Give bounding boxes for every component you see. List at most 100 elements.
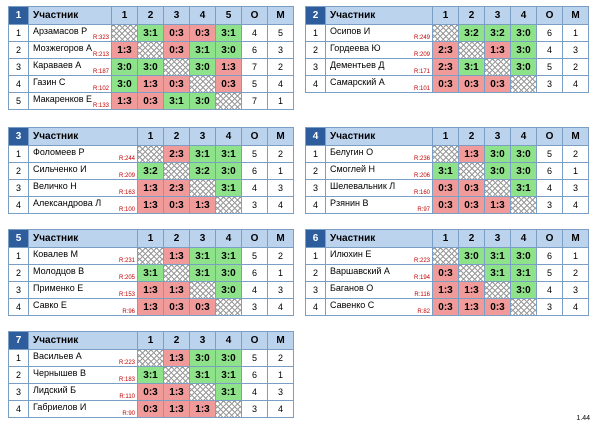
row-number: 2 (8, 162, 29, 180)
self-cell (432, 247, 459, 265)
score-win: 3:0 (215, 264, 242, 282)
points-header: О (241, 127, 268, 146)
player-name[interactable]: Чернышев В (33, 368, 86, 378)
group-header: 3 Участник 1 2 3 4 О М (8, 127, 294, 146)
player-name-cell[interactable]: Молодцов В R:205 (28, 264, 138, 282)
row-number: 2 (305, 264, 326, 282)
table-row: 1 Ковалев М R:231 1:3 3:1 3:1 5 2 (8, 247, 294, 265)
row-number: 4 (305, 196, 326, 214)
player-name[interactable]: Дементьев Д (330, 60, 385, 70)
player-name[interactable]: Шелевальник Л (330, 181, 396, 191)
player-name[interactable]: Осипов И (330, 26, 371, 36)
place: 4 (267, 196, 294, 214)
col-header: 4 (215, 331, 242, 350)
player-name-cell[interactable]: Гордеева Ю R:209 (325, 41, 433, 59)
player-name-cell[interactable]: Савко Е R:96 (28, 298, 138, 316)
col-header: 1 (432, 127, 459, 146)
player-name-cell[interactable]: Лидский Б R:110 (28, 383, 138, 401)
points: 7 (241, 58, 268, 76)
player-name-cell[interactable]: Самарский А R:101 (325, 75, 433, 93)
score-win: 3:1 (189, 145, 216, 163)
table-row: 2 Смоглей Н R:206 3:1 3:0 3:0 6 1 (305, 162, 589, 180)
score-win: 3:0 (215, 162, 242, 180)
player-name-cell[interactable]: Ковалев М R:231 (28, 247, 138, 265)
player-name[interactable]: Фоломеев Р (33, 147, 85, 157)
player-name-cell[interactable]: Габриелов И R:90 (28, 400, 138, 418)
player-name[interactable]: Арзамасов Р (33, 26, 88, 36)
player-name-cell[interactable]: Дементьев Д R:171 (325, 58, 433, 76)
player-name-cell[interactable]: Баганов О R:116 (325, 281, 433, 299)
player-name[interactable]: Макаренков Е (33, 94, 93, 104)
player-name[interactable]: Савенко С (330, 300, 375, 310)
player-name-cell[interactable]: Арзамасов Р R:323 (28, 24, 112, 42)
player-name[interactable]: Мозжегоров А (33, 43, 93, 53)
player-name[interactable]: Ковалев М (33, 249, 78, 259)
place: 2 (562, 264, 589, 282)
player-name-cell[interactable]: Шелевальник Л R:160 (325, 179, 433, 197)
player-name-cell[interactable]: Сильченко И R:209 (28, 162, 138, 180)
place-header: М (562, 229, 589, 248)
self-cell (215, 196, 242, 214)
player-rating: R:153 (118, 292, 135, 298)
score-win: 3:0 (510, 58, 537, 76)
self-cell (484, 179, 511, 197)
player-name[interactable]: Александрова Л (33, 198, 102, 208)
player-name-cell[interactable]: Белугин О R:236 (325, 145, 433, 163)
player-name[interactable]: Васильев А (33, 351, 82, 361)
player-name[interactable]: Караваев А (33, 60, 82, 70)
player-name[interactable]: Варшавский А (330, 266, 390, 276)
place: 3 (267, 179, 294, 197)
col-header: 2 (137, 6, 164, 25)
player-name[interactable]: Савко Е (33, 300, 67, 310)
table-row: 2 Чернышев В R:183 3:1 3:1 3:1 6 1 (8, 366, 294, 384)
player-name[interactable]: Гордеева Ю (330, 43, 381, 53)
player-name[interactable]: Применко Е (33, 283, 84, 293)
player-name[interactable]: Самарский А (330, 77, 385, 87)
player-name-cell[interactable]: Александрова Л R:100 (28, 196, 138, 214)
player-name-cell[interactable]: Чернышев В R:183 (28, 366, 138, 384)
player-name[interactable]: Баганов О (330, 283, 374, 293)
version-label: 1.44 (576, 415, 590, 422)
self-cell (510, 75, 537, 93)
player-name-cell[interactable]: Караваев А R:187 (28, 58, 112, 76)
player-name-cell[interactable]: Савенко С R:82 (325, 298, 433, 316)
player-name[interactable]: Лидский Б (33, 385, 77, 395)
player-name[interactable]: Габриелов И (33, 402, 87, 412)
table-row: 1 Белугин О R:236 1:3 3:0 3:0 5 2 (305, 145, 589, 163)
points: 3 (536, 75, 563, 93)
score-loss: 1:3 (163, 383, 190, 401)
score-win: 3:1 (189, 366, 216, 384)
player-name-cell[interactable]: Илюхин Е R:223 (325, 247, 433, 265)
player-name[interactable]: Сильченко И (33, 164, 87, 174)
player-name[interactable]: Смоглей Н (330, 164, 376, 174)
player-name[interactable]: Газин С (33, 77, 66, 87)
player-name[interactable]: Молодцов В (33, 266, 85, 276)
table-row: 1 Фоломеев Р R:244 2:3 3:1 3:1 5 2 (8, 145, 294, 163)
self-cell (163, 366, 190, 384)
row-number: 4 (8, 400, 29, 418)
player-name[interactable]: Рзянин В (330, 198, 369, 208)
player-name-cell[interactable]: Рзянин В R:97 (325, 196, 433, 214)
player-name-cell[interactable]: Газин С R:102 (28, 75, 112, 93)
col-header: 3 (189, 331, 216, 350)
table-row: 3 Величко Н R:163 1:3 2:3 3:1 4 3 (8, 179, 294, 197)
player-name[interactable]: Величко Н (33, 181, 77, 191)
player-name[interactable]: Белугин О (330, 147, 374, 157)
player-name-cell[interactable]: Варшавский А R:194 (325, 264, 433, 282)
row-number: 3 (8, 383, 29, 401)
score-win: 3:1 (137, 366, 164, 384)
player-name-cell[interactable]: Фоломеев Р R:244 (28, 145, 138, 163)
player-name-cell[interactable]: Мозжегоров А R:213 (28, 41, 112, 59)
player-name[interactable]: Илюхин Е (330, 249, 372, 259)
score-win: 3:0 (484, 145, 511, 163)
player-name-cell[interactable]: Васильев А R:223 (28, 349, 138, 367)
player-name-cell[interactable]: Макаренков Е R:133 (28, 92, 112, 110)
row-number: 2 (8, 264, 29, 282)
player-name-cell[interactable]: Величко Н R:163 (28, 179, 138, 197)
player-name-cell[interactable]: Осипов И R:249 (325, 24, 433, 42)
points: 3 (536, 196, 563, 214)
participant-header: Участник (28, 6, 112, 25)
player-name-cell[interactable]: Смоглей Н R:206 (325, 162, 433, 180)
participant-header: Участник (325, 127, 433, 146)
player-name-cell[interactable]: Применко Е R:153 (28, 281, 138, 299)
